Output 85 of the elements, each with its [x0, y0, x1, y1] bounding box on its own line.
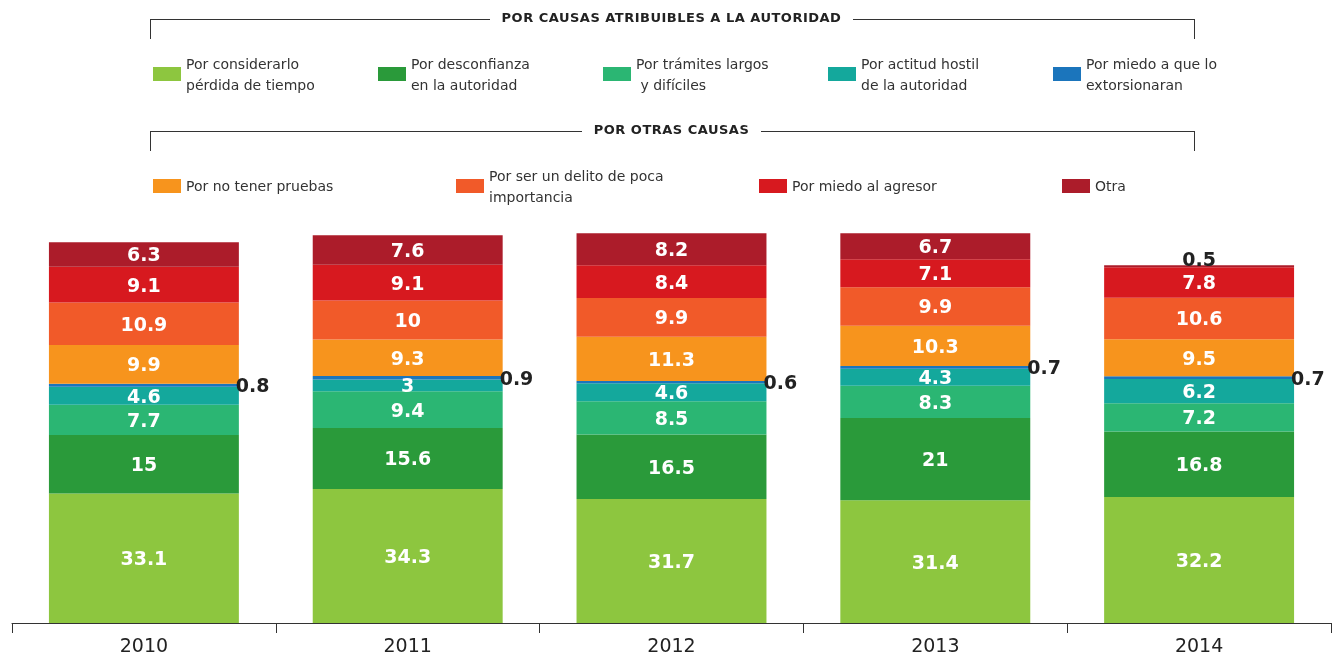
- data-label: 0.5: [1182, 247, 1216, 270]
- bar: [840, 287, 1031, 326]
- bar: [1104, 497, 1295, 623]
- data-label: 32.2: [1175, 549, 1223, 572]
- data-label: 10.9: [120, 312, 168, 335]
- bar: [576, 401, 767, 435]
- data-label: 9.9: [654, 306, 689, 329]
- legend-label: Otra: [1095, 178, 1126, 194]
- data-label: 9.1: [390, 271, 425, 294]
- legend-label: Por actitud hostil de la autoridad: [861, 55, 984, 93]
- data-label: 9.9: [127, 353, 161, 376]
- data-label: 7.1: [918, 262, 953, 285]
- bar: [312, 488, 503, 623]
- text: POR CAUSAS ATRIBUIBLES A LA AUTORIDAD: [489, 10, 854, 25]
- bar: [576, 298, 767, 337]
- bar: [312, 264, 503, 301]
- data-label: 4.6: [654, 381, 689, 404]
- bar: [576, 233, 767, 266]
- x-tick-label: 2013: [911, 633, 960, 655]
- bar: [312, 427, 503, 489]
- legend-label: Por miedo al agresor: [792, 178, 938, 194]
- x-tick-label: 2010: [119, 633, 169, 655]
- data-label: 4.3: [918, 366, 953, 389]
- bar: [312, 235, 503, 265]
- data-label: 7.6: [390, 238, 425, 261]
- data-label: 7.7: [127, 408, 161, 431]
- legend-label: Por desconfianza en la autoridad: [411, 55, 535, 93]
- text: POR OTRAS CAUSAS: [581, 122, 762, 137]
- x-tick-label: 2011: [383, 633, 432, 655]
- data-label: 33.1: [120, 547, 168, 570]
- bar: [840, 418, 1031, 501]
- bar: [48, 266, 239, 303]
- data-label: 10: [394, 308, 421, 331]
- data-label: 15: [130, 453, 158, 476]
- data-label: 8.2: [654, 238, 689, 261]
- bar: [576, 265, 767, 299]
- data-label: 9.5: [1182, 346, 1216, 369]
- bar: [48, 493, 239, 623]
- bar: [1104, 431, 1295, 498]
- data-label: 8.3: [918, 390, 953, 413]
- bar: [576, 499, 767, 623]
- bar: [840, 233, 1031, 260]
- bar: [48, 302, 239, 345]
- data-label: 10.6: [1175, 307, 1223, 330]
- bar: [840, 500, 1031, 623]
- bar: [840, 385, 1031, 419]
- bar: [1104, 403, 1295, 432]
- data-label: 11.3: [648, 347, 695, 370]
- data-label: 34.3: [384, 544, 432, 567]
- data-label: 4.6: [127, 384, 161, 407]
- bar: [312, 300, 503, 340]
- data-label: 6.2: [1182, 380, 1216, 403]
- legend-label: Por no tener pruebas: [186, 178, 334, 194]
- x-tick-label: 2012: [647, 633, 696, 655]
- bar: [48, 434, 239, 494]
- data-label: 31.4: [911, 550, 959, 573]
- legend-label: Por trámites largos y difíciles: [636, 55, 769, 93]
- bar: [48, 404, 239, 435]
- bar: [840, 259, 1031, 288]
- data-label: 15.6: [384, 447, 432, 470]
- data-label: 8.4: [654, 270, 689, 293]
- bar: [1104, 267, 1295, 298]
- legend-label: Por miedo a que lo extorsionaran: [1086, 55, 1222, 93]
- data-label: 9.4: [390, 398, 425, 421]
- bar: [312, 391, 503, 428]
- data-label: 31.7: [648, 550, 695, 573]
- legend-label: Por ser un delito de poca importancia: [489, 167, 668, 205]
- data-label: 7.8: [1182, 271, 1216, 294]
- bar: [48, 242, 239, 267]
- legend-label: Por considerarlo pérdida de tiempo: [186, 55, 315, 93]
- data-label: 9.3: [390, 346, 425, 369]
- data-label: 9.1: [127, 273, 161, 296]
- data-label: 16.5: [648, 455, 695, 478]
- data-label: 16.8: [1175, 453, 1223, 476]
- bar: [576, 434, 767, 500]
- data-label: 6.3: [127, 243, 161, 266]
- bar: [1104, 297, 1295, 340]
- x-tick-label: 2014: [1174, 633, 1224, 655]
- data-label: 7.2: [1182, 406, 1216, 429]
- data-label: 3: [401, 374, 415, 397]
- data-label: 9.9: [918, 295, 953, 318]
- data-label: 6.7: [918, 235, 953, 258]
- data-label: 10.3: [911, 334, 959, 357]
- data-label: 21: [922, 448, 949, 471]
- data-label: 8.5: [654, 406, 689, 429]
